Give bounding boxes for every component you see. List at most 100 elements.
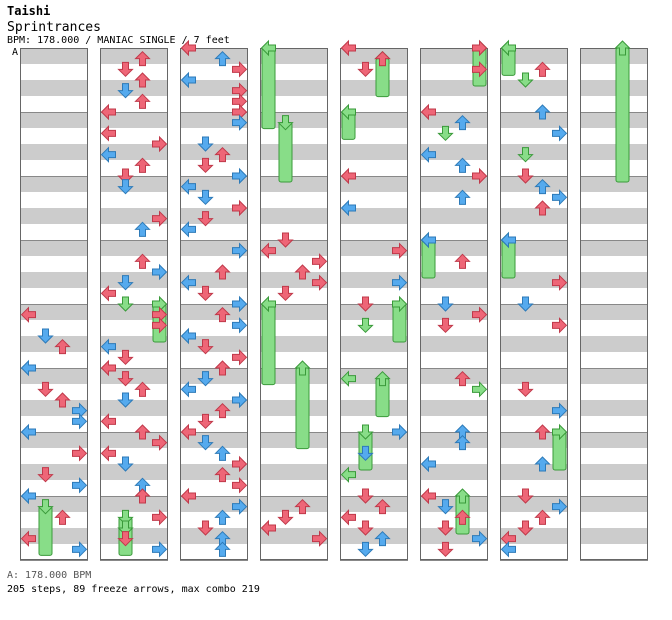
beat-stripe: [260, 336, 328, 352]
beat-stripe: [500, 208, 568, 224]
step-arrow: [232, 167, 248, 185]
beat-stripe: [500, 336, 568, 352]
step-arrow: [534, 424, 551, 440]
step-arrow: [197, 189, 214, 206]
step-arrow: [72, 445, 88, 462]
step-arrow: [232, 391, 248, 409]
step-arrow: [454, 157, 471, 173]
freeze-arrow-body: [295, 367, 310, 450]
step-arrow: [437, 296, 454, 312]
step-arrow: [517, 488, 534, 504]
beat-stripe: [580, 272, 648, 288]
step-arrow: [392, 242, 408, 259]
column-border: [100, 48, 168, 560]
beat-stripe: [340, 208, 408, 224]
step-arrow: [134, 381, 151, 397]
step-arrow: [437, 317, 454, 334]
step-arrow: [340, 370, 356, 387]
step-arrow: [134, 72, 151, 88]
step-arrow: [72, 413, 88, 430]
beat-stripe: [20, 144, 88, 160]
beat-stripe: [580, 528, 648, 544]
beat-stripe: [500, 80, 568, 96]
beat-stripe: [420, 304, 488, 320]
beat-stripe: [580, 432, 648, 448]
step-arrow: [534, 178, 551, 195]
beat-stripe: [180, 272, 248, 288]
beat-stripe: [580, 336, 648, 352]
beat-stripe: [100, 336, 168, 352]
step-arrow: [134, 424, 151, 440]
step-arrow: [472, 530, 488, 547]
step-arrow: [214, 445, 231, 461]
step-arrow: [357, 488, 374, 504]
step-arrow: [374, 530, 391, 547]
step-arrow: [180, 487, 196, 505]
step-arrow: [152, 509, 168, 526]
freeze-arrow-body: [278, 122, 293, 183]
step-arrow: [20, 306, 36, 323]
step-arrow: [534, 509, 551, 525]
step-arrow: [134, 157, 151, 173]
beat-stripe: [260, 272, 328, 288]
step-arrow: [420, 103, 436, 121]
step-arrow: [552, 317, 568, 334]
step-arrow: [214, 146, 231, 163]
footer-bpm-info: A: 178.000 BPM: [7, 570, 92, 581]
beat-stripe: [340, 80, 408, 96]
column-border: [580, 48, 648, 560]
beat-stripe: [580, 48, 648, 64]
column-border: [20, 48, 88, 560]
section-marker: A: [12, 47, 19, 58]
step-arrow: [340, 509, 356, 526]
step-arrow: [72, 477, 88, 494]
step-arrow: [117, 296, 134, 312]
chart-column: [260, 48, 328, 561]
step-arrow: [197, 157, 214, 174]
column-border: [260, 48, 328, 560]
beat-stripe: [420, 464, 488, 480]
beat-stripe: [420, 400, 488, 416]
beat-stripe: [180, 368, 248, 384]
step-arrow: [517, 381, 534, 398]
beat-stripe: [580, 464, 648, 480]
step-arrow: [152, 541, 168, 558]
beat-stripe: [260, 144, 328, 160]
step-arrow: [454, 114, 471, 131]
freeze-arrow-head: [260, 295, 276, 313]
step-arrow: [357, 541, 374, 558]
step-arrow: [232, 295, 248, 313]
step-arrow: [100, 285, 116, 302]
step-arrow: [134, 93, 151, 109]
step-arrow: [437, 520, 454, 536]
beat-stripe: [340, 400, 408, 416]
freeze-arrow-head: [294, 360, 311, 376]
beat-stripe: [20, 528, 88, 544]
step-arrow: [534, 61, 551, 77]
beat-stripe: [580, 400, 648, 416]
freeze-arrow-head: [374, 370, 391, 387]
step-arrow: [214, 402, 231, 419]
beat-stripe: [340, 112, 408, 128]
step-arrow: [454, 370, 471, 387]
step-arrow: [420, 455, 436, 473]
step-arrow: [20, 530, 36, 547]
beat-stripe: [100, 496, 168, 512]
beat-stripe: [100, 432, 168, 448]
freeze-arrow-head: [37, 499, 54, 515]
chart-column: [500, 48, 568, 561]
step-arrow: [54, 392, 71, 408]
beat-stripe: [580, 176, 648, 192]
step-arrow: [552, 402, 568, 419]
chart-column: [420, 48, 488, 561]
beat-stripe: [260, 368, 328, 384]
step-arrow: [214, 264, 231, 280]
beat-stripe: [420, 48, 488, 64]
beat-stripe: [100, 304, 168, 320]
beat-stripe: [340, 528, 408, 544]
beat-stripe: [420, 496, 488, 512]
beat-stripe: [260, 208, 328, 224]
beat-stripe: [260, 240, 328, 256]
beat-stripe: [500, 368, 568, 384]
freeze-arrow-head: [392, 295, 408, 313]
